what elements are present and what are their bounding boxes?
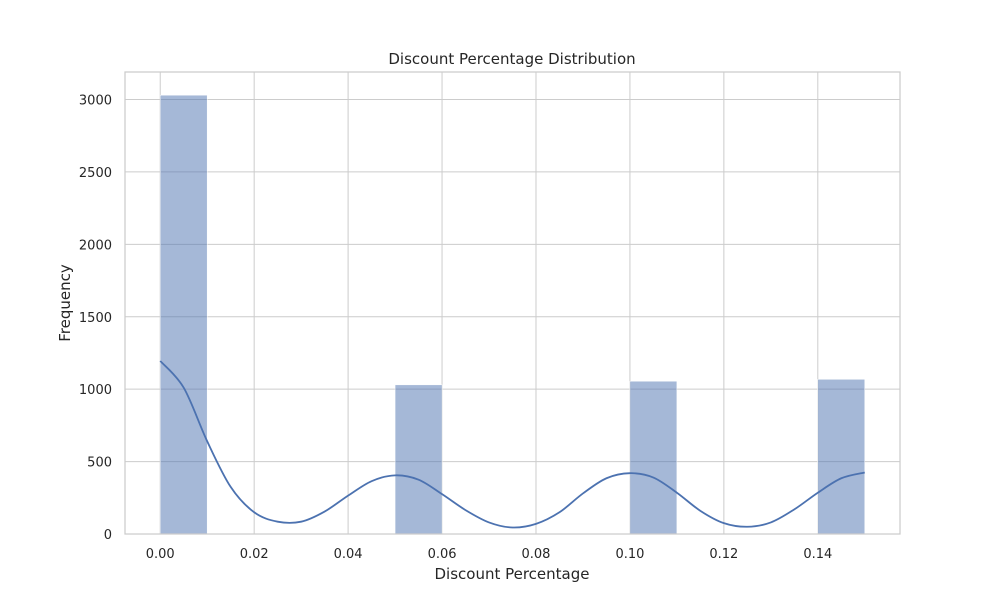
kde-line [159, 360, 865, 529]
y-tick-label: 2000 [79, 238, 112, 253]
x-tick-label: 0.10 [615, 547, 644, 562]
x-tick-label: 0.08 [522, 547, 551, 562]
y-tick-label: 1500 [79, 311, 112, 326]
grid [125, 72, 900, 535]
histogram-bar-1 [394, 384, 443, 535]
y-tick-label: 2500 [79, 166, 112, 181]
x-axis-label: Discount Percentage [434, 565, 589, 583]
histogram-bar-2 [629, 380, 678, 535]
x-tick-label: 0.04 [334, 547, 363, 562]
histogram-bar-3 [817, 379, 866, 535]
x-axis-ticks: 0.00 0.02 0.04 0.06 0.08 0.10 0.12 0.14 [146, 547, 833, 562]
plot-frame [124, 71, 901, 535]
x-tick-label: 0.14 [803, 547, 832, 562]
y-tick-label: 0 [104, 528, 112, 543]
y-axis-label: Frequency [56, 264, 74, 342]
x-tick-label: 0.02 [240, 547, 269, 562]
bars [159, 94, 866, 535]
y-axis-ticks: 0 500 1000 1500 2000 2500 3000 [79, 94, 112, 543]
y-tick-label: 500 [87, 456, 112, 471]
y-tick-label: 3000 [79, 94, 112, 109]
x-tick-label: 0.00 [146, 547, 175, 562]
chart-title: Discount Percentage Distribution [388, 50, 635, 68]
y-tick-label: 1000 [79, 383, 112, 398]
x-tick-label: 0.12 [709, 547, 738, 562]
x-tick-label: 0.06 [428, 547, 457, 562]
histogram-bar-0 [159, 94, 208, 535]
